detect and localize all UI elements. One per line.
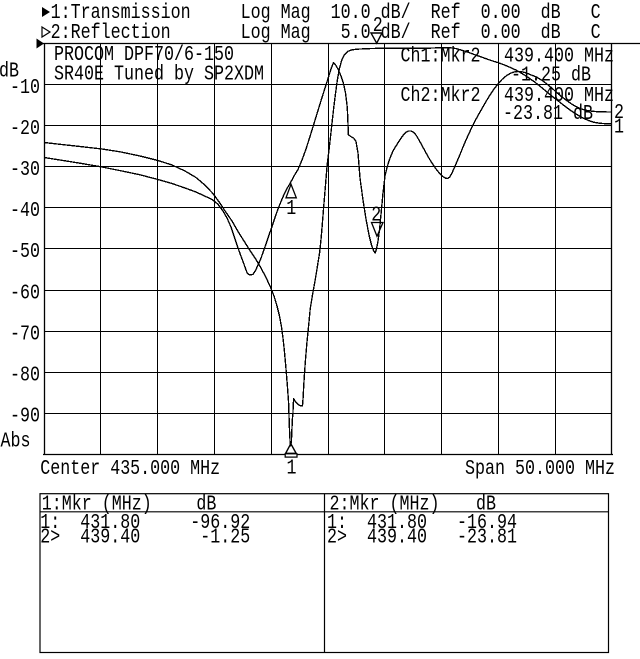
svg-text:Span 50.000 MHz: Span 50.000 MHz <box>465 458 615 481</box>
svg-text:1: 431.80 -96.92: 1: 431.80 -96.92 <box>40 512 250 535</box>
svg-text:1:Transmission Log Mag 10: 1:Transmission Log Mag 10.0 dB/ Ref 0.00… <box>51 2 601 25</box>
svg-text:-40: -40 <box>10 200 40 223</box>
svg-text:-90: -90 <box>10 406 40 429</box>
svg-text:Ch2:Mkr2: Ch2:Mkr2 <box>401 85 481 108</box>
svg-text:-60: -60 <box>10 282 40 305</box>
svg-text:dB: dB <box>0 61 19 84</box>
svg-text:-80: -80 <box>10 365 40 388</box>
svg-text:439.400 MHz: 439.400 MHz <box>504 46 614 69</box>
svg-text:-20: -20 <box>10 118 40 141</box>
svg-text:dB: dB <box>476 494 496 517</box>
svg-text:Center 435.000 MHz: Center 435.000 MHz <box>40 458 220 481</box>
svg-text:1:Mkr (MHz): 1:Mkr (MHz) <box>42 494 152 517</box>
svg-text:1: 1 <box>286 198 296 221</box>
svg-text:1: 1 <box>614 117 624 140</box>
svg-text:-23.81 dB: -23.81 dB <box>503 103 593 126</box>
svg-text:2:Reflection Log Mag 5: 2:Reflection Log Mag 5.0 dB/ Ref 0.00 dB… <box>51 22 601 45</box>
svg-text:Abs: Abs <box>1 430 31 453</box>
svg-text:1: 1 <box>287 458 297 481</box>
svg-text:Ch1:Mkr2: Ch1:Mkr2 <box>401 46 481 69</box>
svg-text:dB: dB <box>196 494 216 517</box>
svg-text:2: 2 <box>614 102 624 125</box>
svg-text:2> 439.40 -1.25: 2> 439.40 -1.25 <box>40 527 250 550</box>
svg-text:-30: -30 <box>10 159 40 182</box>
svg-text:2> 439.40 -23.81: 2> 439.40 -23.81 <box>327 527 517 550</box>
svg-text:SR40E Tuned by SP2XDM: SR40E Tuned by SP2XDM <box>54 63 264 86</box>
svg-text:439.400 MHz: 439.400 MHz <box>504 85 614 108</box>
svg-text:1: 431.80 -16.94: 1: 431.80 -16.94 <box>327 512 517 535</box>
svg-text:-1.25 dB: -1.25 dB <box>511 65 591 88</box>
svg-text:2: 2 <box>371 205 381 228</box>
svg-text:-50: -50 <box>10 241 40 264</box>
svg-text:2: 2 <box>373 15 383 38</box>
svg-text:PROCOM DPF70/6-150: PROCOM DPF70/6-150 <box>54 44 234 67</box>
svg-text:-70: -70 <box>10 323 40 346</box>
svg-text:2:Mkr (MHz): 2:Mkr (MHz) <box>330 494 440 517</box>
svg-text:-10: -10 <box>10 77 40 100</box>
